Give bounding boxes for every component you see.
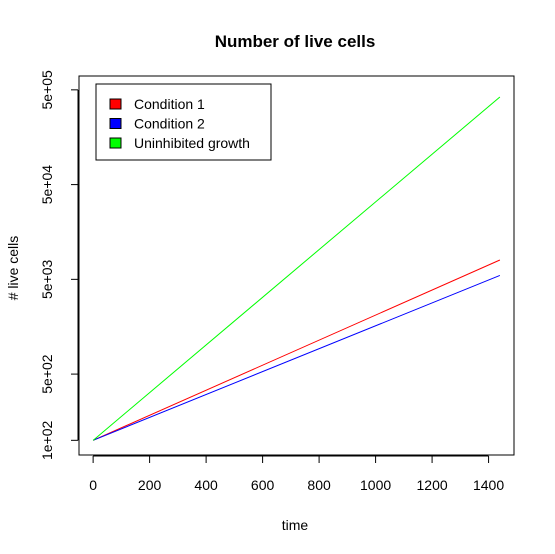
y-axis: 1e+02 5e+02 5e+03 5e+04 5e+05	[39, 70, 79, 460]
series-layer	[92, 96, 501, 441]
legend-label: Uninhibited growth	[134, 135, 250, 151]
legend-box	[95, 83, 272, 161]
x-axis-label: time	[282, 517, 309, 533]
series-line-3	[92, 96, 501, 441]
legend-label: Condition 2	[134, 116, 205, 132]
chart-title: Number of live cells	[215, 32, 376, 51]
series-line-1	[92, 259, 501, 441]
y-tick-label: 5e+05	[39, 70, 55, 110]
y-tick-label: 5e+03	[39, 259, 55, 299]
y-tick-label: 1e+02	[39, 420, 55, 460]
y-tick-label: 5e+02	[39, 354, 55, 394]
y-axis-label: # live cells	[5, 236, 21, 301]
x-tick-label: 800	[307, 477, 331, 493]
x-tick-label: 1000	[360, 477, 391, 493]
x-tick-label: 1400	[473, 477, 504, 493]
x-tick-label: 0	[89, 477, 97, 493]
x-tick-label: 600	[251, 477, 275, 493]
x-tick-label: 200	[138, 477, 162, 493]
y-tick-label: 5e+04	[39, 165, 55, 205]
legend-swatch	[109, 118, 122, 129]
legend-label: Condition 1	[134, 96, 205, 112]
legend-swatch	[109, 137, 122, 149]
x-tick-label: 400	[194, 477, 218, 493]
series-line-2	[92, 274, 501, 441]
x-axis: 0 200 400 600 800 1000 1200 1400	[89, 455, 504, 493]
legend-swatch	[109, 98, 122, 110]
x-tick-label: 1200	[417, 477, 448, 493]
legend: Condition 1 Condition 2 Uninhibited growth	[95, 83, 272, 161]
plot-area	[78, 75, 515, 456]
